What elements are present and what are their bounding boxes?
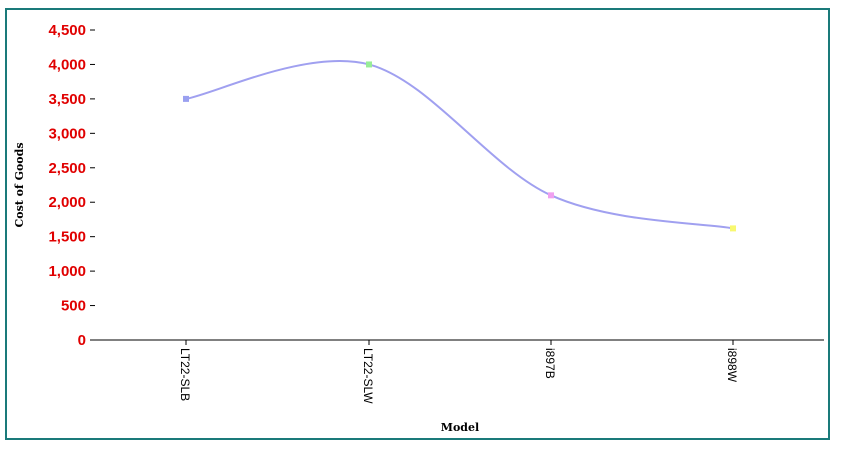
data-point[interactable]: [366, 61, 372, 68]
x-tick-label: i898W: [725, 348, 739, 383]
x-tick-label: LT22-SLW: [361, 348, 375, 404]
y-tick-label: 500: [61, 298, 86, 315]
y-axis-title: Cost of Goods: [13, 142, 26, 227]
y-tick-label: 4,000: [48, 56, 86, 73]
y-tick-label: 2,500: [48, 160, 86, 177]
y-tick-label: 4,500: [48, 22, 86, 39]
plot-area: [183, 59, 736, 232]
x-axis: LT22-SLB LT22-SLW i897B i898W: [90, 339, 824, 404]
data-point[interactable]: [730, 225, 736, 232]
y-tick-label: 0: [78, 332, 86, 349]
y-tick-label: 3,000: [48, 125, 86, 142]
x-tick-label: LT22-SLB: [178, 348, 192, 401]
series-line: [185, 59, 734, 230]
data-point[interactable]: [548, 192, 554, 199]
y-tick-label: 1,500: [48, 229, 86, 246]
data-point[interactable]: [183, 95, 189, 102]
x-tick-label: i897B: [543, 348, 557, 379]
y-tick-label: 2,000: [48, 194, 86, 211]
y-tick-label: 3,500: [48, 91, 86, 108]
y-tick-label: 1,000: [48, 263, 86, 280]
x-axis-title: Model: [441, 421, 479, 434]
y-axis: 0 500 1,000 1,500 2,000 2,500 3,000 3,500 4,000 4…: [48, 22, 95, 349]
